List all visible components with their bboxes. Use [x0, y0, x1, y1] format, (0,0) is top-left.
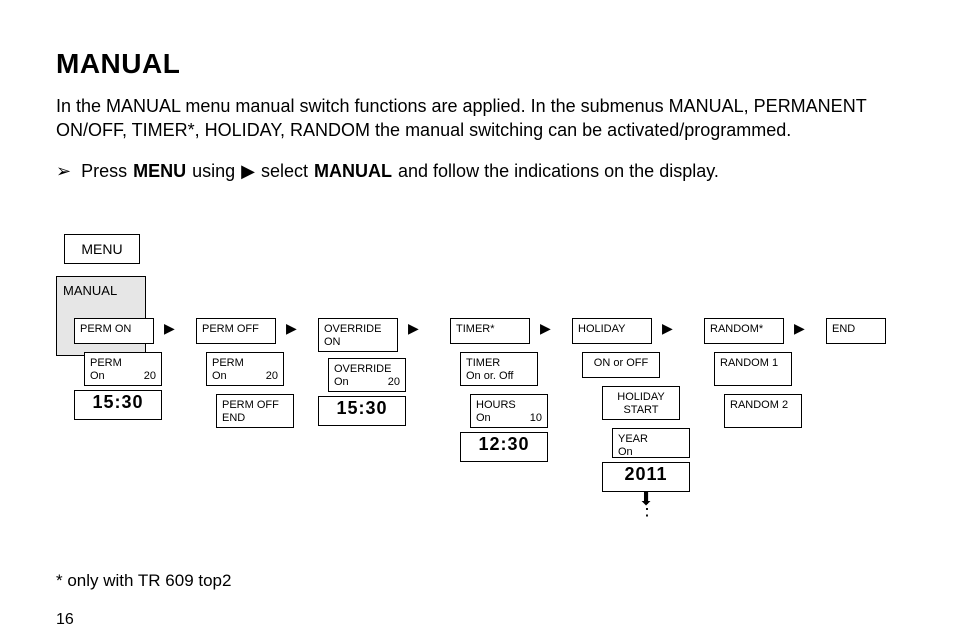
footnote: * only with TR 609 top2 [56, 571, 231, 591]
arrow-icon: ▶ [286, 320, 297, 337]
holiday-sub2: HOLIDAY START [602, 386, 680, 420]
override-sub1-l2r: 20 [388, 376, 400, 389]
override-head-l2: ON [324, 336, 392, 349]
timer-sub2-l1: HOURS [476, 399, 542, 412]
vertical-dots-icon: ⋮ [638, 504, 654, 515]
bullet-chevron-icon: ➢ [56, 161, 71, 182]
instr-prefix: Press [81, 161, 127, 182]
timer-sub2-l2l: On [476, 412, 491, 424]
perm-on-sub1-l2l: On [90, 370, 105, 382]
perm-off-sub1-l2l: On [212, 370, 227, 382]
perm-off-head: PERM OFF [196, 318, 276, 344]
holiday-year: 2011 [602, 464, 690, 485]
random-head: RANDOM* [704, 318, 784, 344]
end-head: END [826, 318, 886, 344]
override-head-l1: OVERRIDE [324, 323, 392, 336]
instr-suffix: and follow the indications on the displa… [398, 161, 719, 182]
timer-sub1: TIMER On or. Off [460, 352, 538, 386]
menu-diagram: MENU MANUAL PERM ON ▶ PERM OFF ▶ OVERRID… [56, 234, 898, 554]
timer-time: 12:30 [460, 434, 548, 455]
timer-sub2-l2r: 10 [530, 412, 542, 425]
holiday-head: HOLIDAY [572, 318, 652, 344]
holiday-sub1: ON or OFF [582, 352, 660, 378]
instr-select: select [261, 161, 308, 182]
menu-box: MENU [64, 234, 140, 264]
arrow-icon: ▶ [662, 320, 673, 337]
arrow-icon: ▶ [408, 320, 419, 337]
timer-sub1-l1: TIMER [466, 357, 532, 370]
right-arrow-icon: ▶ [241, 161, 255, 182]
perm-off-sub2-l2: END [222, 412, 288, 425]
instr-mid: using [192, 161, 235, 182]
perm-on-time: 15:30 [74, 392, 162, 413]
perm-on-sub1: PERM On 20 [84, 352, 162, 386]
random-sub2: RANDOM 2 [724, 394, 802, 428]
perm-on-head: PERM ON [74, 318, 154, 344]
override-sub1-l1: OVERRIDE [334, 363, 400, 376]
override-time: 15:30 [318, 398, 406, 419]
manual-box: MANUAL [56, 276, 146, 356]
perm-off-sub1-l2r: 20 [266, 370, 278, 383]
arrow-icon: ▶ [540, 320, 551, 337]
perm-off-sub2: PERM OFF END [216, 394, 294, 428]
perm-off-sub1: PERM On 20 [206, 352, 284, 386]
page-title: MANUAL [56, 48, 898, 80]
perm-on-sub1-l2r: 20 [144, 370, 156, 383]
down-arrow-icon: ⬇ ⋮ [638, 494, 654, 516]
holiday-sub2-l1: HOLIDAY [608, 391, 674, 404]
page-number: 16 [56, 611, 74, 629]
override-on-head: OVERRIDE ON [318, 318, 398, 352]
instr-menu-word: MENU [133, 161, 186, 182]
timer-sub1-l2: On or. Off [466, 370, 532, 383]
perm-off-sub2-l1: PERM OFF [222, 399, 288, 412]
holiday-sub3: YEAR On [612, 428, 690, 458]
holiday-sub2-l2: START [608, 404, 674, 417]
holiday-sub3-l1: YEAR [618, 433, 684, 446]
override-sub1-l2l: On [334, 376, 349, 388]
timer-head: TIMER* [450, 318, 530, 344]
perm-off-sub1-l1: PERM [212, 357, 278, 370]
arrow-icon: ▶ [794, 320, 805, 337]
timer-sub2: HOURS On 10 [470, 394, 548, 428]
random-sub1: RANDOM 1 [714, 352, 792, 386]
perm-on-sub1-l1: PERM [90, 357, 156, 370]
instr-manual-word: MANUAL [314, 161, 392, 182]
holiday-sub3-l2: On [618, 446, 684, 459]
instruction-line: ➢ Press MENU using ▶ select MANUAL and f… [56, 161, 898, 182]
arrow-icon: ▶ [164, 320, 175, 337]
intro-text: In the MANUAL menu manual switch functio… [56, 94, 898, 143]
override-sub1: OVERRIDE On 20 [328, 358, 406, 392]
